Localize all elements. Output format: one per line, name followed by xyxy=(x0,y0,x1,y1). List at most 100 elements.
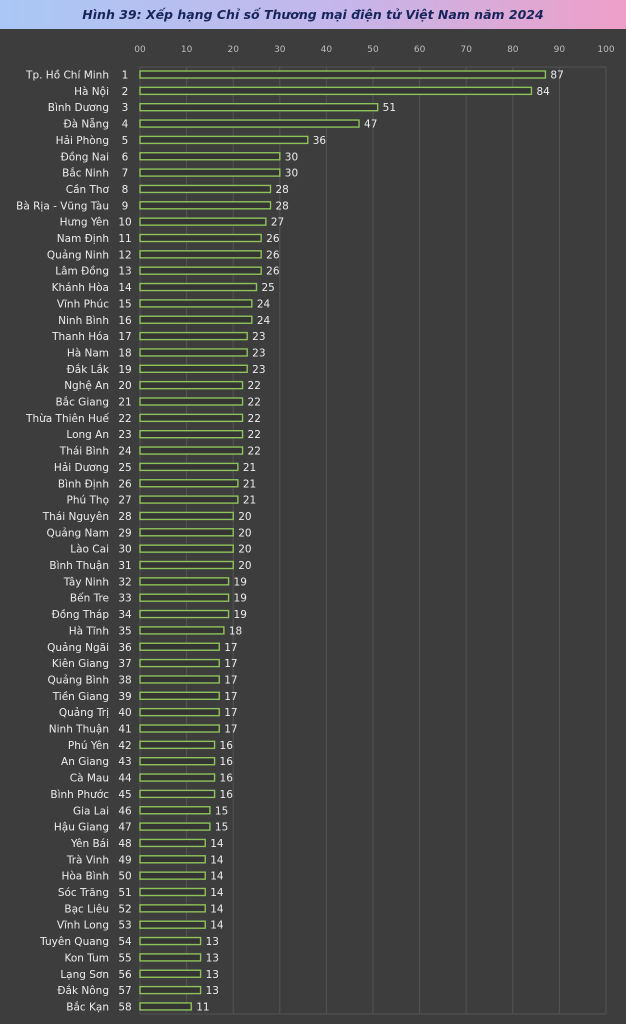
rank-label: 53 xyxy=(118,920,131,932)
value-label: 22 xyxy=(248,397,261,409)
value-label: 19 xyxy=(234,576,247,588)
bar xyxy=(139,266,262,275)
category-label: Lào Cai xyxy=(70,544,109,556)
value-label: 21 xyxy=(243,462,256,474)
category-label: Quảng Ninh xyxy=(47,249,109,261)
bar xyxy=(139,560,234,570)
value-label: 36 xyxy=(313,135,327,147)
value-label: 15 xyxy=(215,805,228,817)
rank-label: 39 xyxy=(118,691,131,703)
rank-label: 28 xyxy=(118,511,131,523)
value-label: 14 xyxy=(210,887,224,899)
bar xyxy=(139,904,206,913)
rank-label: 56 xyxy=(118,969,132,981)
value-label: 14 xyxy=(210,854,224,866)
bar xyxy=(139,626,225,635)
category-label: Hòa Bình xyxy=(61,871,109,883)
rank-label: 38 xyxy=(118,674,131,686)
bar xyxy=(139,250,262,259)
value-label: 11 xyxy=(196,1001,209,1013)
value-label: 20 xyxy=(238,527,251,539)
bar xyxy=(139,233,262,243)
category-label: Quảng Nam xyxy=(46,527,109,539)
rank-label: 50 xyxy=(118,871,131,883)
rank-label: 32 xyxy=(118,576,131,588)
value-label: 22 xyxy=(248,446,261,458)
rank-label: 4 xyxy=(122,119,129,131)
category-label: Thái Bình xyxy=(59,446,109,458)
category-label: Khánh Hòa xyxy=(52,282,109,294)
bar xyxy=(139,969,202,978)
category-label: Quảng Trị xyxy=(59,707,109,719)
category-label: Đà Nẵng xyxy=(63,118,109,131)
value-label: 22 xyxy=(248,380,261,392)
bar xyxy=(139,593,230,602)
value-label: 18 xyxy=(229,625,242,637)
x-tick-label: 60 xyxy=(414,45,426,55)
category-label: Bà Rịa - Vũng Tàu xyxy=(16,200,109,212)
category-label: Sóc Trăng xyxy=(58,887,109,899)
bar xyxy=(139,577,230,586)
bar xyxy=(139,724,220,733)
rank-label: 20 xyxy=(118,380,131,392)
bar xyxy=(139,838,206,848)
bar xyxy=(139,528,234,537)
category-label: Trà Vinh xyxy=(66,854,109,866)
rank-label: 24 xyxy=(118,446,132,458)
category-label: Quảng Bình xyxy=(48,674,109,686)
bar xyxy=(139,757,216,766)
category-label: Hậu Giang xyxy=(54,822,109,834)
x-tick-label: 70 xyxy=(460,45,472,55)
bar xyxy=(139,217,267,226)
rank-label: 42 xyxy=(118,740,131,752)
value-label: 17 xyxy=(224,724,237,736)
category-label: Bắc Kạn xyxy=(66,1000,109,1013)
bar xyxy=(139,282,258,292)
x-tick-label: 10 xyxy=(181,45,193,55)
value-label: 30 xyxy=(285,168,298,180)
category-label: Tiền Giang xyxy=(52,691,109,703)
rank-label: 6 xyxy=(122,151,129,163)
category-label: Gia Lai xyxy=(73,805,109,817)
category-label: Hưng Yên xyxy=(60,217,109,229)
x-axis-ticks: 00 10 20 30 40 50 60 70 80 90 100 xyxy=(134,45,615,55)
rank-label: 58 xyxy=(118,1001,131,1013)
bar xyxy=(139,495,239,504)
rank-label: 5 xyxy=(122,135,129,147)
value-label: 17 xyxy=(224,658,237,670)
category-label: Lâm Đồng xyxy=(55,266,109,278)
rank-label: 17 xyxy=(118,331,131,343)
value-label: 14 xyxy=(210,920,224,932)
value-label: 20 xyxy=(238,511,251,523)
rank-label: 33 xyxy=(118,593,131,605)
category-label: Cà Mau xyxy=(70,773,109,785)
rank-label: 43 xyxy=(118,756,131,768)
value-label: 17 xyxy=(224,691,237,703)
category-label: Đắk Lắk xyxy=(67,363,110,376)
rank-label: 14 xyxy=(118,282,132,294)
category-label: Phú Thọ xyxy=(67,495,109,507)
value-label: 21 xyxy=(243,478,256,490)
value-label: 14 xyxy=(210,871,224,883)
category-label: An Giang xyxy=(61,756,109,768)
bar xyxy=(139,936,202,946)
rank-label: 19 xyxy=(118,364,131,376)
category-label: Ninh Bình xyxy=(58,315,109,327)
rank-label: 54 xyxy=(118,936,132,948)
rank-label: 15 xyxy=(118,298,131,310)
rank-label: 57 xyxy=(118,985,131,997)
value-label: 21 xyxy=(243,495,256,507)
bar xyxy=(139,201,272,210)
rank-label: 44 xyxy=(118,773,132,785)
rank-label: 52 xyxy=(118,903,131,915)
x-tick-label: 90 xyxy=(554,45,566,55)
rank-label: 23 xyxy=(118,429,131,441)
rank-label: 36 xyxy=(118,642,132,654)
category-label: Vĩnh Long xyxy=(57,920,109,932)
bar xyxy=(139,511,234,521)
bar xyxy=(139,822,211,831)
category-label: Long An xyxy=(66,429,109,441)
value-label: 23 xyxy=(252,331,265,343)
value-label: 84 xyxy=(536,86,550,98)
rank-label: 31 xyxy=(118,560,131,572)
